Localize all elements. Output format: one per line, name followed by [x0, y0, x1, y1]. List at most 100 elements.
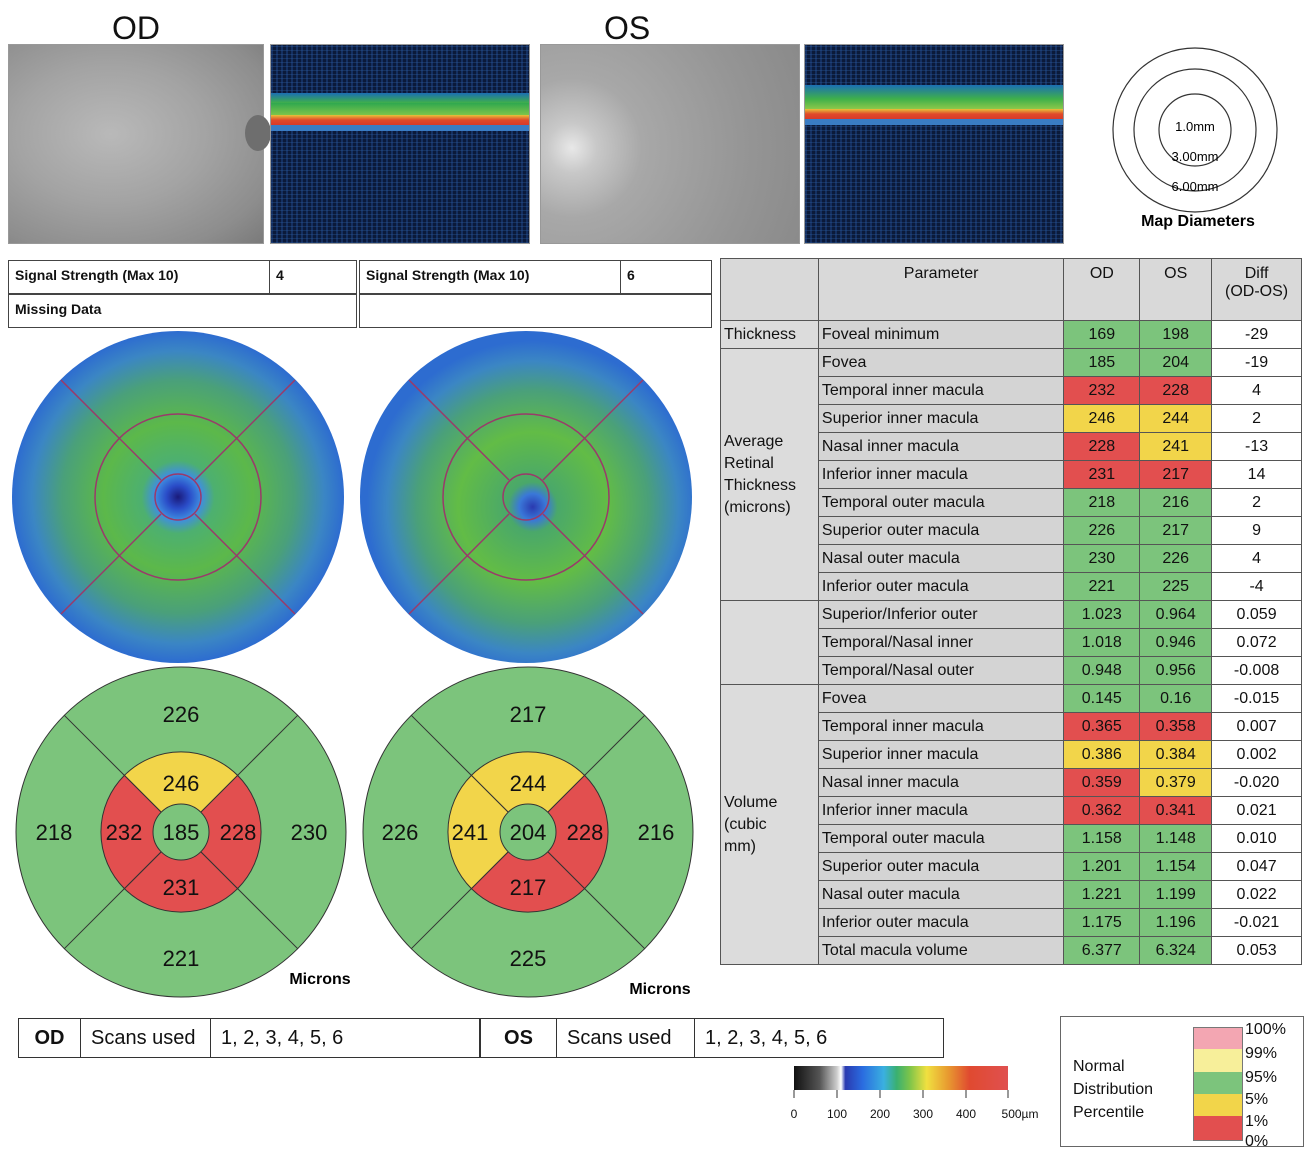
table-row: Inferior outer macula 221 225 -4: [721, 572, 1302, 601]
os-sector-map: 217 244 226 241 204 228 216 217 225 Micr…: [362, 666, 694, 998]
diff-value-cell: 0.047: [1211, 852, 1302, 881]
parameter-name-cell: Fovea: [817, 348, 1065, 377]
od-value-cell: 1.221: [1063, 880, 1141, 909]
group-header: [720, 258, 819, 321]
parameter-header: Parameter: [817, 258, 1065, 321]
parameter-name-cell: Temporal inner macula: [817, 712, 1065, 741]
table-row: Inferior inner macula 0.362 0.341 0.021: [721, 796, 1302, 825]
group-volume-line: mm): [724, 837, 756, 855]
os-value-cell: 0.384: [1139, 740, 1213, 769]
parameter-name-cell: Inferior inner macula: [817, 460, 1065, 489]
colorbar-tick-4: 400: [956, 1107, 976, 1121]
table-row: Total macula volume 6.377 6.324 0.053: [721, 936, 1302, 965]
legend-pct-95: 95%: [1245, 1069, 1278, 1086]
legend-title-line2: Distribution: [1073, 1081, 1154, 1098]
parameter-name-cell: Temporal outer macula: [817, 488, 1065, 517]
od-thickness-color-map: [12, 331, 344, 663]
od-value-cell: 6.377: [1063, 936, 1141, 965]
od-value-cell: 228: [1063, 432, 1141, 461]
normal-distribution-legend: Normal Distribution Percentile 100% 99% …: [1060, 1016, 1304, 1150]
os-value-cell: 6.324: [1139, 936, 1213, 965]
middle-ring: [1133, 68, 1257, 192]
colorbar-tick-0: 0: [791, 1107, 798, 1121]
os-inferior-outer-value: 225: [510, 946, 547, 971]
od-signal-label: Signal Strength (Max 10): [8, 260, 270, 294]
legend-title-line1: Normal: [1073, 1058, 1125, 1075]
parameter-name-cell: Superior outer macula: [817, 852, 1065, 881]
os-value-cell: 198: [1139, 320, 1213, 349]
parameter-name-cell: Superior inner macula: [817, 404, 1065, 433]
od-value-cell: 246: [1063, 404, 1141, 433]
os-value-cell: 0.379: [1139, 768, 1213, 797]
os-nasal-outer-value: 226: [382, 820, 419, 845]
os-oct-scan-image: [804, 44, 1064, 244]
legend-swatch-5-95: [1194, 1072, 1242, 1094]
diff-header-line1: Diff: [1244, 265, 1269, 282]
os-scans-used-value: 1, 2, 3, 4, 5, 6: [705, 1026, 828, 1049]
group-volume-line: Volume: [724, 793, 778, 811]
colorbar-tick-5: 500µm: [1002, 1107, 1039, 1121]
parameter-name-cell: Superior inner macula: [817, 740, 1065, 769]
inner-ring: [1158, 93, 1232, 167]
os-fundus-image: [540, 44, 800, 244]
middle-diameter-label: 3.00mm: [1172, 149, 1219, 164]
table-row: Superior inner macula 246 244 2: [721, 404, 1302, 433]
diff-value-cell: -0.015: [1211, 684, 1302, 713]
legend-pct-0: 0%: [1245, 1133, 1269, 1150]
diff-value-cell: -0.021: [1211, 908, 1302, 937]
parameter-name-cell: Temporal/Nasal outer: [817, 656, 1065, 685]
legend-pct-5: 5%: [1245, 1091, 1269, 1108]
od-scans-used-value: 1, 2, 3, 4, 5, 6: [221, 1026, 344, 1049]
parameter-name-cell: Nasal inner macula: [817, 432, 1065, 461]
table-row: Superior outer macula 1.201 1.154 0.047: [721, 852, 1302, 881]
od-value-cell: 0.365: [1063, 712, 1141, 741]
diff-value-cell: -13: [1211, 432, 1302, 461]
parameters-table: Parameter OD OS Diff (OD-OS) Thickness Fo…: [720, 258, 1302, 965]
os-superior-inner-value: 244: [510, 771, 547, 796]
od-value-cell: 218: [1063, 488, 1141, 517]
legend-title: Normal Distribution Percentile: [1073, 1055, 1153, 1124]
od-inferior-inner-value: 231: [163, 875, 200, 900]
os-value-cell: 0.358: [1139, 712, 1213, 741]
od-value-cell: 1.158: [1063, 824, 1141, 853]
diff-value-cell: 2: [1211, 404, 1302, 433]
od-value-cell: 1.201: [1063, 852, 1141, 881]
parameter-name-cell: Inferior outer macula: [817, 908, 1065, 937]
table-row: Nasal inner macula 0.359 0.379 -0.020: [721, 768, 1302, 797]
od-inferior-outer-value: 221: [163, 946, 200, 971]
od-nasal-inner-value: 228: [220, 820, 257, 845]
legend-swatch-99-100: [1194, 1028, 1242, 1049]
diff-value-cell: 4: [1211, 376, 1302, 405]
map-diameters-diagram: 1.0mm 3.00mm 6.00mm Map Diameters: [1112, 47, 1278, 230]
od-value-cell: 231: [1063, 460, 1141, 489]
os-value-cell: 1.154: [1139, 852, 1213, 881]
table-row: Average Retinal Thickness (microns) Fovea 185…: [720, 348, 1302, 601]
diff-value-cell: 0.002: [1211, 740, 1302, 769]
diff-value-cell: -0.020: [1211, 768, 1302, 797]
os-thickness-color-map: [360, 331, 692, 663]
table-row: Temporal outer macula 218 216 2: [721, 488, 1302, 517]
os-value-cell: 241: [1139, 432, 1213, 461]
colorbar-tick-3: 300: [913, 1107, 933, 1121]
legend-pct-100: 100%: [1245, 1021, 1286, 1038]
os-value-cell: 1.199: [1139, 880, 1213, 909]
os-temporal-inner-value: 228: [567, 820, 604, 845]
od-value-cell: 0.145: [1063, 684, 1141, 713]
od-value-cell: 221: [1063, 572, 1141, 601]
os-value-cell: 225: [1139, 572, 1213, 601]
os-center-value: 204: [510, 820, 547, 845]
od-value-cell: 226: [1063, 516, 1141, 545]
od-value-cell: 0.386: [1063, 740, 1141, 769]
diff-value-cell: 0.059: [1211, 600, 1302, 629]
od-value-cell: 169: [1063, 320, 1141, 349]
parameter-name-cell: Total macula volume: [817, 936, 1065, 965]
od-scans-used-box: OD Scans used 1, 2, 3, 4, 5, 6: [18, 1018, 480, 1058]
diff-value-cell: 0.010: [1211, 824, 1302, 853]
legend-swatch-0-1: [1194, 1116, 1242, 1140]
od-value-cell: 1.023: [1063, 600, 1141, 629]
os-signal-label: Signal Strength (Max 10): [359, 260, 621, 294]
group-ratios-label: [720, 600, 819, 685]
os-value-cell: 0.946: [1139, 628, 1213, 657]
os-value-cell: 244: [1139, 404, 1213, 433]
od-value-cell: 0.948: [1063, 656, 1141, 685]
